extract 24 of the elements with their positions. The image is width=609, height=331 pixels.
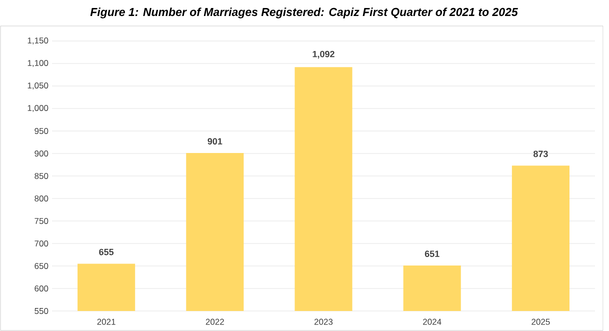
data-label: 655 — [99, 248, 114, 256]
y-tick-label: 750 — [34, 218, 48, 224]
x-tick-label: 2022 — [206, 318, 224, 325]
data-label: 651 — [424, 250, 440, 258]
y-tick-label: 950 — [34, 128, 48, 134]
y-tick-label: 1,050 — [28, 82, 48, 90]
y-tick-label: 800 — [34, 195, 48, 202]
y-tick-label: 900 — [34, 150, 48, 156]
y-tick-label: 600 — [34, 285, 48, 292]
x-tick-label: 2023 — [314, 318, 333, 325]
y-tick-label: 1,150 — [28, 37, 48, 44]
data-label: 1,092 — [312, 50, 334, 59]
y-tick-label: 700 — [34, 240, 48, 246]
data-label: 873 — [533, 150, 548, 158]
y-tick-label: 550 — [34, 308, 48, 314]
x-tick-label: 2021 — [97, 318, 116, 325]
y-tick-label: 1,000 — [28, 104, 48, 112]
x-tick-label: 2025 — [532, 318, 550, 325]
y-tick-label: 650 — [34, 262, 48, 269]
data-label: 901 — [208, 138, 222, 145]
chart-title: Figure 1: Number of Marriages Registered: Capiz First Quarter of 2021 to 2025 — [90, 8, 518, 18]
y-tick-label: 850 — [34, 172, 48, 179]
x-tick-label: 2024 — [423, 318, 442, 325]
y-tick-label: 1,100 — [28, 60, 48, 67]
